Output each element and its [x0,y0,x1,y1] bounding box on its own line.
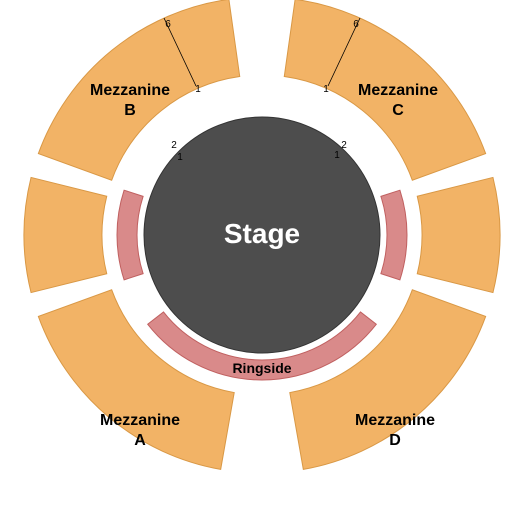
mezzanine-row-marker: 1 [195,84,201,95]
mezzanine-row-marker: 6 [165,19,171,30]
mezzanine-row-marker: 6 [353,19,359,30]
mezzanine-sublabel-d: D [389,432,401,449]
mezzanine-side-panel [417,177,500,292]
ringside-row-marker: 2 [341,140,347,151]
mezzanine-side-panel [24,177,107,292]
mezzanine-sublabel-b: B [124,102,136,119]
mezzanine-label-d: Mezzanine [355,412,435,429]
mezzanine-label-b: Mezzanine [90,82,170,99]
mezzanine-label-a: Mezzanine [100,412,180,429]
ringside-row-marker: 2 [171,140,177,151]
mezzanine-sublabel-a: A [134,432,146,449]
stage-label: Stage [224,218,300,249]
ringside-row-marker: 1 [334,150,340,161]
ringside-row-marker: 1 [177,152,183,163]
ringside-segment-2[interactable] [381,190,407,280]
mezzanine-label-c: Mezzanine [358,82,438,99]
ringside-segment-1[interactable] [117,190,143,280]
ringside-label: Ringside [232,360,291,376]
mezzanine-row-marker: 1 [323,84,329,95]
mezzanine-sublabel-c: C [392,102,404,119]
